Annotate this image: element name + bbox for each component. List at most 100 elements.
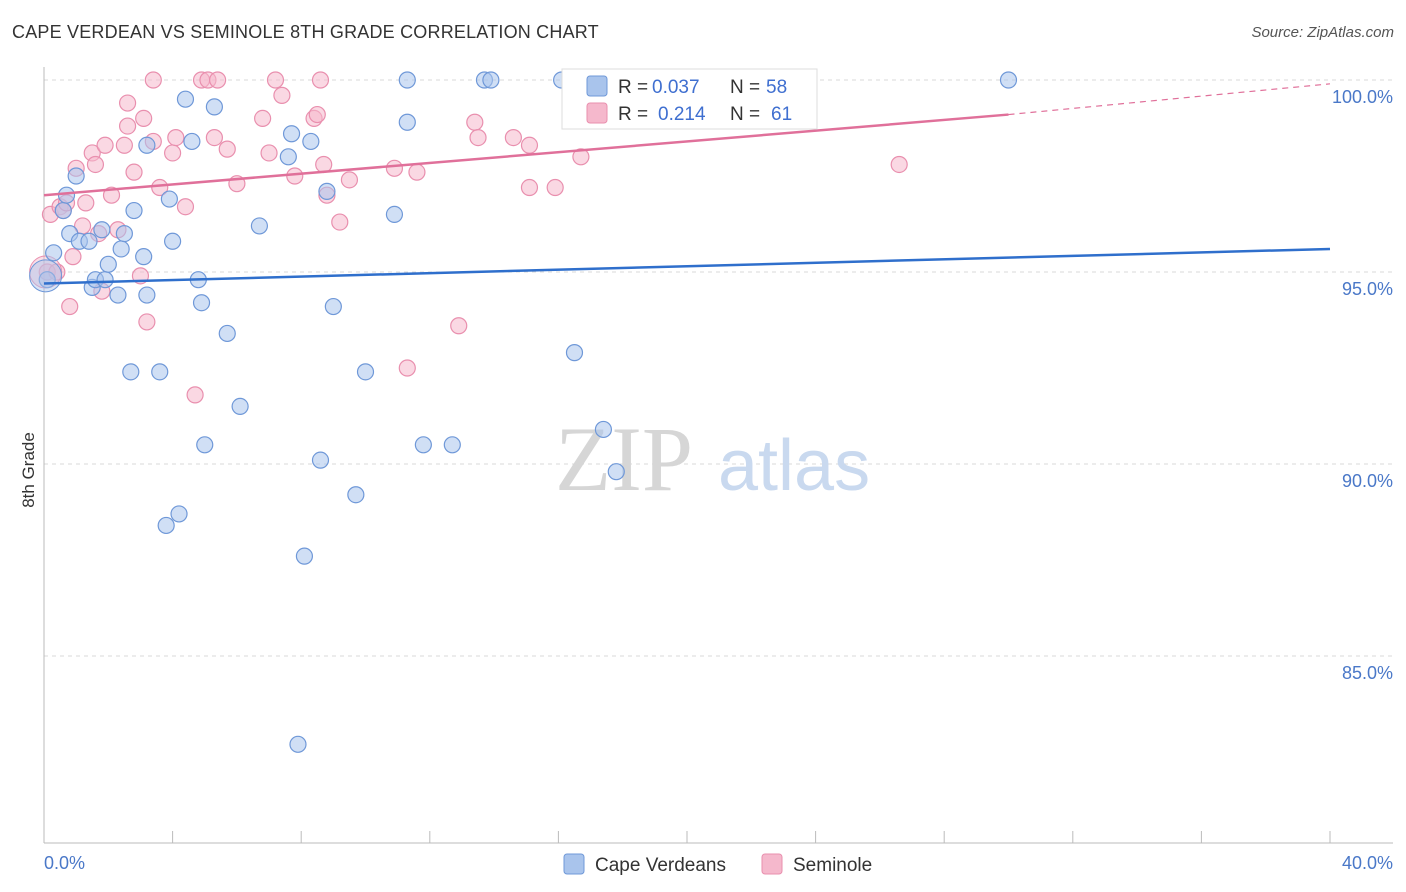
- cape-verdeans-point: [139, 137, 155, 153]
- seminole-point: [145, 72, 161, 88]
- seminole-point: [451, 318, 467, 334]
- cape-verdeans-point: [251, 218, 267, 234]
- cape-verdeans-point: [296, 548, 312, 564]
- seminole-point: [210, 72, 226, 88]
- cape-verdeans-point: [284, 126, 300, 142]
- legend-swatch-blue: [587, 76, 607, 96]
- cape-verdeans-point: [152, 364, 168, 380]
- scatter-chart: ZIP atlas 8th Grade 100.0%95.0%90.0%85.0…: [0, 0, 1406, 892]
- cape-verdeans-point: [110, 287, 126, 303]
- legend-n-label: N =: [730, 77, 760, 98]
- series-legend: Cape Verdeans Seminole: [564, 854, 872, 876]
- seminole-point: [139, 314, 155, 330]
- seminole-point: [62, 299, 78, 315]
- cape-verdeans-point: [280, 149, 296, 165]
- seminole-point: [219, 141, 235, 157]
- seminole-point: [206, 130, 222, 146]
- seminole-point: [177, 199, 193, 215]
- cape-verdeans-point: [399, 114, 415, 130]
- cape-verdeans-trend-line: [44, 249, 1330, 284]
- cape-verdeans-point: [100, 256, 116, 272]
- bottom-legend-label-seminole: Seminole: [793, 855, 872, 876]
- legend-r-label: R =: [618, 104, 648, 125]
- cape-verdeans-point: [126, 203, 142, 219]
- grid-lines: [44, 80, 1393, 656]
- cape-verdeans-point: [68, 168, 84, 184]
- seminole-point: [409, 164, 425, 180]
- seminole-point: [120, 95, 136, 111]
- seminole-point: [521, 180, 537, 196]
- legend-n-value-blue: 58: [766, 77, 787, 98]
- y-axis-label: 8th Grade: [19, 432, 38, 508]
- seminole-point: [316, 156, 332, 172]
- legend-n-value-pink: 61: [771, 104, 792, 125]
- cape-verdeans-point: [94, 222, 110, 238]
- y-tick-label-1: 95.0%: [1342, 279, 1393, 299]
- correlation-legend: R = 0.037 N = 58 R = 0.214 N = 61: [562, 69, 817, 129]
- cape-verdeans-point: [399, 72, 415, 88]
- seminole-point: [341, 172, 357, 188]
- legend-swatch-pink: [587, 103, 607, 123]
- seminole-point: [399, 360, 415, 376]
- cape-verdeans-point: [97, 272, 113, 288]
- cape-verdeans-point: [348, 487, 364, 503]
- cape-verdeans-point: [139, 287, 155, 303]
- cape-verdeans-point: [319, 183, 335, 199]
- seminole-point: [521, 137, 537, 153]
- cape-verdeans-point: [595, 421, 611, 437]
- cape-verdeans-point: [194, 295, 210, 311]
- cape-verdeans-point: [46, 245, 62, 261]
- seminole-point: [261, 145, 277, 161]
- cape-verdeans-point: [123, 364, 139, 380]
- seminole-point: [255, 110, 271, 126]
- cape-verdeans-point: [415, 437, 431, 453]
- cape-verdeans-point: [325, 299, 341, 315]
- seminole-point: [168, 130, 184, 146]
- seminole-point: [267, 72, 283, 88]
- cape-verdean-points: [30, 72, 1017, 752]
- seminole-point: [891, 156, 907, 172]
- bottom-legend-swatch-seminole: [762, 854, 782, 874]
- legend-r-label: R =: [618, 77, 648, 98]
- cape-verdeans-point: [165, 233, 181, 249]
- seminole-point: [126, 164, 142, 180]
- x-tick-label-min: 0.0%: [44, 853, 85, 873]
- seminole-point: [332, 214, 348, 230]
- cape-verdeans-point: [386, 206, 402, 222]
- cape-verdeans-point: [1001, 72, 1017, 88]
- seminole-point: [470, 130, 486, 146]
- cape-verdeans-point: [116, 226, 132, 242]
- cape-verdeans-point: [184, 133, 200, 149]
- y-tick-label-0: 100.0%: [1332, 87, 1393, 107]
- seminole-point: [78, 195, 94, 211]
- cape-verdeans-point: [197, 437, 213, 453]
- cape-verdeans-point: [59, 187, 75, 203]
- cape-verdeans-point: [290, 736, 306, 752]
- x-tick-label-max: 40.0%: [1342, 853, 1393, 873]
- legend-n-label: N =: [730, 104, 760, 125]
- cape-verdeans-point: [206, 99, 222, 115]
- seminole-point: [136, 110, 152, 126]
- seminole-trend-extension: [1009, 84, 1331, 115]
- seminole-point: [467, 114, 483, 130]
- seminole-point: [547, 180, 563, 196]
- cape-verdeans-point: [161, 191, 177, 207]
- cape-verdeans-point: [177, 91, 193, 107]
- legend-r-value-pink: 0.214: [658, 104, 706, 125]
- y-tick-label-3: 85.0%: [1342, 663, 1393, 683]
- bottom-legend-swatch-cape-verdeans: [564, 854, 584, 874]
- seminole-point: [309, 107, 325, 123]
- cape-verdeans-point: [312, 452, 328, 468]
- seminole-point: [65, 249, 81, 265]
- cape-verdeans-point: [303, 133, 319, 149]
- cape-verdeans-point: [219, 325, 235, 341]
- cape-verdeans-point: [358, 364, 374, 380]
- cape-verdeans-point: [55, 203, 71, 219]
- cape-verdeans-point: [81, 233, 97, 249]
- legend-r-value-blue: 0.037: [652, 77, 700, 98]
- y-tick-labels: 100.0% 95.0% 90.0% 85.0%: [1332, 87, 1393, 683]
- seminole-point: [87, 156, 103, 172]
- cape-verdeans-point: [444, 437, 460, 453]
- cape-verdeans-point: [171, 506, 187, 522]
- seminole-point: [97, 137, 113, 153]
